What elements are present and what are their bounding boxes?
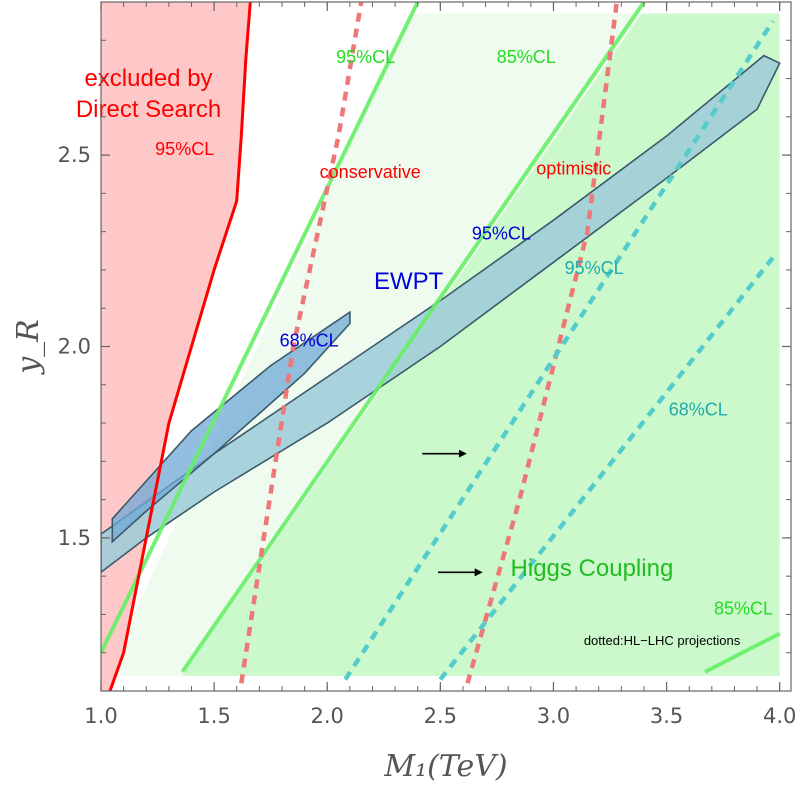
direct-search-line: [108, 2, 252, 691]
conservative-projection-line: [239, 2, 364, 684]
hl-lhc-68-projection-line: [438, 253, 777, 681]
ewpt-95-ellipse: [101, 54, 781, 574]
y-axis-title: y_R: [11, 319, 46, 376]
annotation-4: 85%CL: [497, 47, 556, 67]
annotation-2: 95%CL: [155, 139, 214, 159]
x-tick-label-0: 1.0: [84, 704, 117, 728]
higgs-85-line: [180, 2, 646, 674]
x-tick-label-3: 2.5: [424, 704, 457, 728]
annotation-10: 68%CL: [280, 331, 339, 351]
annotation-6: optimistic: [536, 158, 611, 178]
annotation-1: Direct Search: [76, 96, 221, 123]
annotation-5: conservative: [320, 162, 421, 182]
x-axis-title: M₁(TeV): [383, 749, 507, 784]
annotation-9: EWPT: [374, 268, 444, 295]
x-tick-label-1: 1.5: [197, 704, 230, 728]
annotation-13: 85%CL: [714, 598, 773, 618]
y-tick-label-1: 2.0: [58, 335, 91, 359]
x-tick-label-6: 4.0: [763, 704, 796, 728]
hl-lhc-95-projection-line: [343, 19, 775, 681]
y-tick-label-2: 2.5: [58, 143, 91, 167]
x-tick-label-2: 2.0: [311, 704, 344, 728]
annotation-14: dotted:HL−LHC projections: [584, 633, 741, 648]
higgs-85-lower-line: [704, 631, 781, 674]
x-tick-label-4: 3.0: [537, 704, 570, 728]
higgs-95-line: [101, 2, 420, 654]
annotation-12: Higgs Coupling: [511, 555, 674, 582]
ewpt-68-ellipse: [111, 310, 351, 544]
annotation-3: 95%CL: [336, 47, 395, 67]
optimistic-projection-line: [465, 2, 620, 684]
x-tick-label-5: 3.5: [650, 704, 683, 728]
annotation-8: 95%CL: [565, 258, 624, 278]
y-tick-label-0: 1.5: [58, 526, 91, 550]
annotation-11: 68%CL: [669, 399, 728, 419]
annotation-7: 95%CL: [472, 223, 531, 243]
